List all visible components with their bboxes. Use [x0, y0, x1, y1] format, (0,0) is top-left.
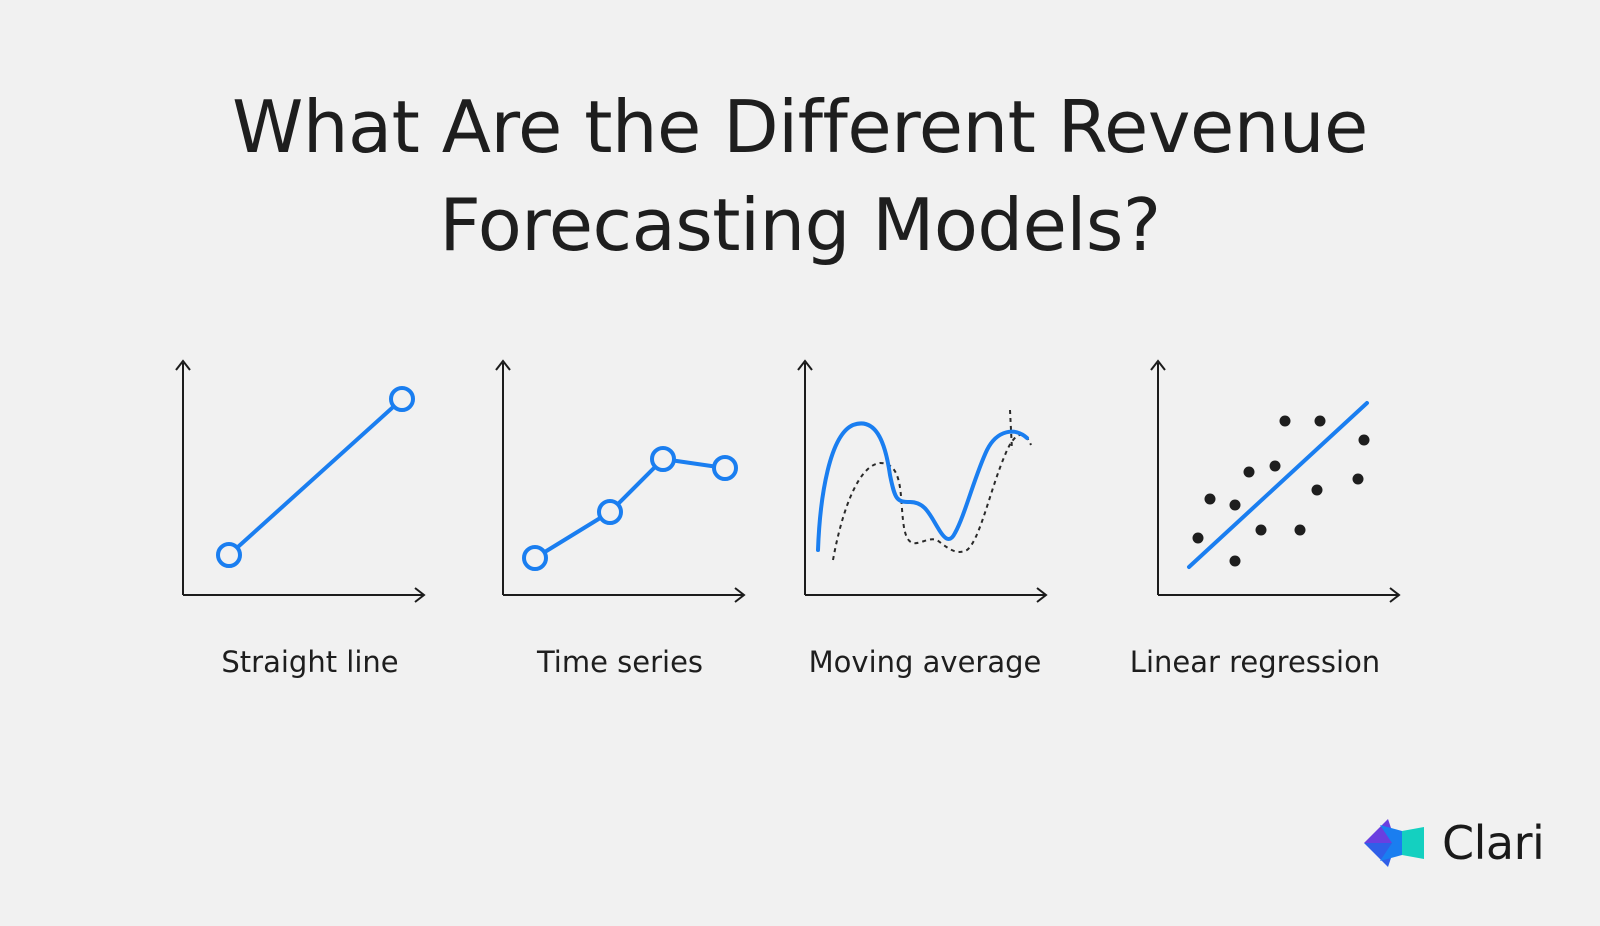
clari-logo-icon [1364, 819, 1424, 867]
page-title-line-2: Forecasting Models? [439, 183, 1161, 267]
moving-average-chart-icon [797, 359, 1048, 603]
model-linear-regression: Linear regression [1105, 355, 1405, 695]
model-time-series: Time series [470, 355, 770, 695]
model-label: Straight line [221, 645, 399, 679]
model-moving-average: Moving average [775, 355, 1075, 695]
model-label: Moving average [808, 645, 1042, 679]
time-series-chart-icon [495, 359, 746, 603]
clari-logo: Clari [1362, 815, 1545, 871]
page-title: What Are the Different Revenue Forecasti… [0, 78, 1600, 274]
straight-line-chart-icon [175, 359, 426, 603]
model-straight-line: Straight line [160, 355, 460, 695]
brand-name: Clari [1442, 816, 1545, 870]
model-label: Linear regression [1129, 645, 1381, 679]
model-label: Time series [536, 645, 704, 679]
page-title-line-1: What Are the Different Revenue [232, 85, 1368, 169]
linear-regression-chart-icon [1150, 359, 1401, 603]
